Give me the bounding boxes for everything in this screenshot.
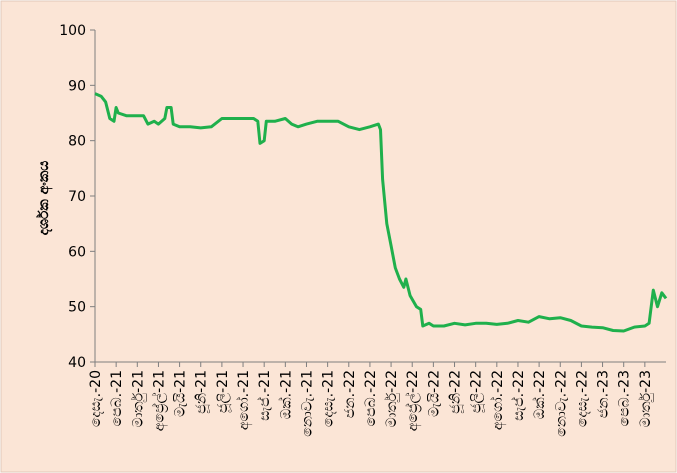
x-tick-label: දෙසැ.-22 (574, 370, 590, 427)
x-tick-label: දෙසැ.-21 (321, 370, 337, 427)
x-tick-label: දෙසැ.-20 (88, 370, 104, 427)
x-tick-label: අප්‍රේල්-21 (151, 370, 168, 431)
x-tick-label: ජූලි-21 (215, 370, 232, 413)
x-tick-label: පෙබ.-21 (109, 370, 125, 426)
y-tick-label: 60 (68, 244, 86, 260)
x-tick-label: නොවැ.-22 (553, 370, 569, 437)
x-tick-label: මාර්තු-22 (384, 370, 400, 427)
x-tick-label: ජූලි-22 (469, 370, 486, 413)
x-tick-label: ජන.-22 (342, 370, 358, 418)
x-tick-label: සැප්.-22 (511, 370, 527, 421)
y-tick-label: 50 (68, 300, 86, 316)
y-tick-label: 100 (59, 23, 86, 39)
x-tick-label: අගෝ.-22 (490, 370, 507, 430)
y-axis-label: දර්ශක අංකය (35, 161, 53, 236)
y-tick-label: 70 (68, 189, 86, 205)
x-tick-label: මැයි-21 (173, 370, 189, 417)
x-tick-label: පෙබ.-22 (363, 370, 379, 426)
y-tick-label: 80 (68, 134, 86, 150)
x-tick-label: සැප්.-21 (257, 370, 273, 421)
x-tick-label: ජන.-23 (596, 370, 612, 418)
line-series (94, 92, 668, 333)
x-tick-label: මැයි-22 (426, 370, 442, 417)
x-tick-label: ජූනි-22 (448, 370, 465, 414)
x-tick-label: අගෝ.-21 (236, 370, 253, 430)
x-tick-label: නොවැ.-21 (299, 370, 315, 437)
y-tick-label: 40 (68, 355, 86, 371)
x-tick-label: අප්‍රේල්-22 (405, 370, 422, 431)
x-tick-label: මාර්තු-23 (638, 370, 654, 427)
x-tick-label: මාර්තු-21 (130, 370, 146, 427)
x-tick-label: ජූනි-21 (194, 370, 211, 414)
x-tick-label: ඔක්.-21 (278, 370, 294, 419)
x-tick-label: ඔක්.-22 (532, 370, 548, 419)
x-tick-label: පෙබ.-23 (617, 370, 633, 426)
y-tick-label: 90 (68, 78, 86, 94)
